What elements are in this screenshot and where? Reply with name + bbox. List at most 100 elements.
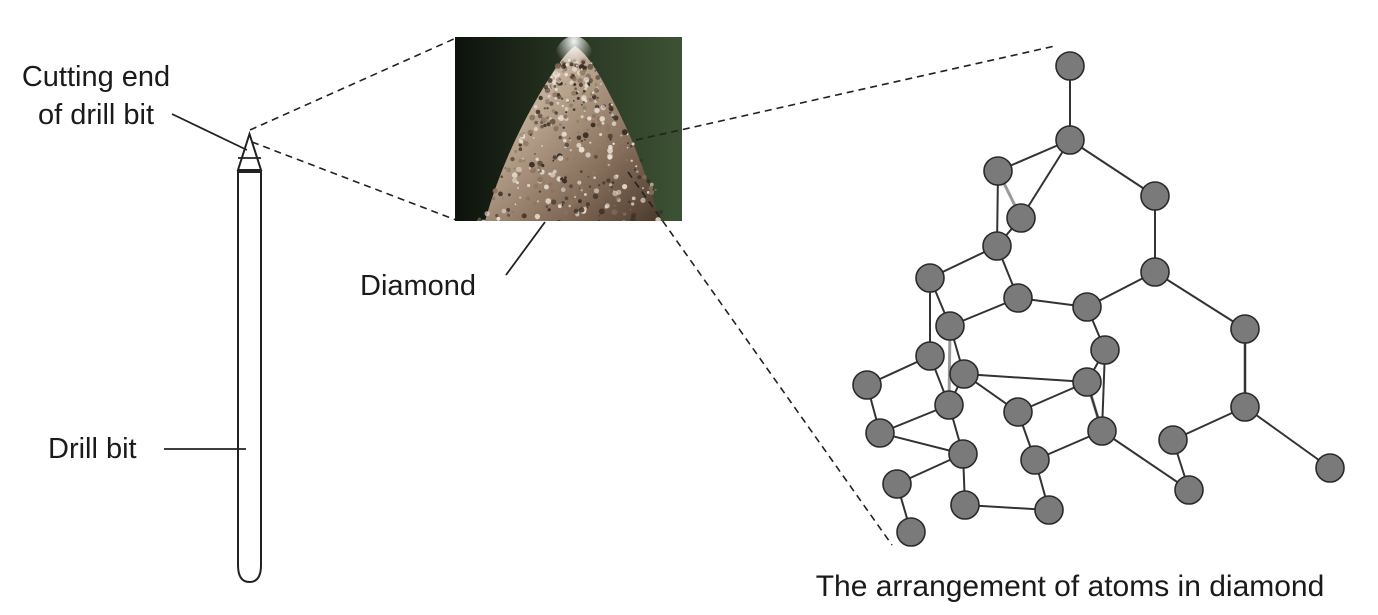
- grit-speck: [533, 127, 539, 132]
- grit-speck: [606, 124, 609, 127]
- grit-speck: [547, 78, 553, 83]
- grit-speck: [605, 203, 610, 209]
- grit-speck: [529, 161, 535, 168]
- grit-speck: [585, 152, 591, 158]
- grit-speck: [631, 202, 635, 206]
- grit-speck: [562, 178, 568, 184]
- grit-speck: [518, 159, 523, 163]
- grit-speck: [548, 172, 552, 176]
- carbon-atom: [1006, 203, 1036, 233]
- grit-speck: [556, 220, 561, 221]
- lattice-bond: [1154, 271, 1246, 330]
- grit-speck: [564, 107, 569, 111]
- grit-speck: [519, 196, 522, 199]
- grit-speck: [522, 159, 526, 163]
- grit-speck: [517, 223, 520, 226]
- grit-speck: [552, 92, 558, 98]
- cutting-end-leader: [171, 113, 248, 151]
- grit-speck: [537, 176, 544, 183]
- diamond-tip-photo: [455, 37, 682, 226]
- carbon-atom: [1140, 257, 1170, 287]
- carbon-atom: [865, 418, 895, 448]
- grit-speck: [535, 157, 539, 161]
- grit-speck: [607, 154, 613, 160]
- grit-speck: [577, 131, 580, 134]
- grit-speck: [547, 94, 551, 98]
- grit-speck: [480, 219, 486, 221]
- grit-speck: [569, 139, 572, 142]
- grit-speck: [522, 132, 525, 134]
- grit-speck: [616, 174, 619, 177]
- grit-speck: [614, 204, 616, 207]
- grit-speck: [538, 95, 543, 101]
- grit-speck: [506, 167, 511, 173]
- grit-speck: [589, 141, 592, 144]
- drill-bit: [236, 130, 263, 584]
- carbon-atom: [915, 263, 945, 293]
- grit-speck: [581, 92, 584, 95]
- grit-speck: [607, 163, 610, 167]
- grit-speck: [606, 139, 611, 143]
- grit-speck: [648, 189, 655, 195]
- grit-speck: [543, 123, 547, 128]
- grit-speck: [577, 90, 580, 93]
- grit-speck: [512, 178, 518, 183]
- grit-speck: [543, 107, 546, 110]
- grit-speck: [550, 189, 555, 194]
- lattice-bond: [1101, 430, 1190, 491]
- grit-speck: [561, 187, 566, 192]
- grit-speck: [569, 184, 573, 189]
- carbon-atom: [949, 359, 979, 389]
- grit-speck: [564, 176, 567, 180]
- grit-speck: [557, 155, 564, 161]
- grit-speck: [547, 208, 551, 212]
- grit-speck: [582, 89, 586, 93]
- grit-speck: [573, 157, 576, 160]
- grit-speck: [537, 168, 540, 172]
- zoom-line-structure-bottom: [627, 171, 893, 546]
- grit-speck: [586, 206, 589, 209]
- grit-speck: [506, 208, 511, 212]
- grit-speck: [619, 140, 625, 145]
- drill-bit-body: [237, 171, 262, 584]
- grit-speck: [630, 216, 636, 221]
- grit-speck: [556, 94, 562, 100]
- grit-speck: [600, 104, 606, 111]
- grit-speck: [640, 197, 646, 203]
- grit-speck: [578, 199, 582, 204]
- grit-speck: [557, 204, 562, 209]
- grit-speck: [595, 150, 600, 155]
- grit-speck: [582, 132, 589, 139]
- grit-speck: [593, 176, 596, 179]
- grit-speck: [572, 190, 578, 195]
- carbon-atom: [1087, 416, 1117, 446]
- diamond-leader: [505, 221, 546, 276]
- grit-speck: [563, 114, 568, 119]
- grit-speck: [569, 149, 572, 152]
- grit-speck: [559, 220, 562, 221]
- carbon-atom: [1003, 397, 1033, 427]
- grit-speck: [519, 133, 524, 138]
- carbon-atom: [882, 469, 912, 499]
- carbon-atom: [1315, 453, 1345, 483]
- grit-speck: [534, 213, 541, 220]
- grit-speck: [577, 180, 582, 185]
- grit-speck: [572, 100, 575, 102]
- grit-speck: [537, 200, 539, 203]
- grit-speck: [564, 142, 569, 148]
- grit-speck: [621, 148, 624, 152]
- grit-speck: [534, 120, 538, 125]
- grit-speck: [621, 129, 628, 136]
- grit-speck: [637, 175, 642, 180]
- grit-speck: [594, 154, 598, 159]
- grit-speck: [568, 204, 571, 208]
- grit-speck: [581, 97, 586, 101]
- grit-speck: [642, 187, 644, 190]
- grit-speck: [569, 103, 573, 108]
- grit-speck: [625, 158, 629, 162]
- carbon-atom: [1034, 495, 1064, 525]
- carbon-atom: [1174, 475, 1204, 505]
- grit-speck: [593, 188, 600, 194]
- grit-speck: [565, 98, 570, 102]
- grit-speck: [574, 87, 577, 90]
